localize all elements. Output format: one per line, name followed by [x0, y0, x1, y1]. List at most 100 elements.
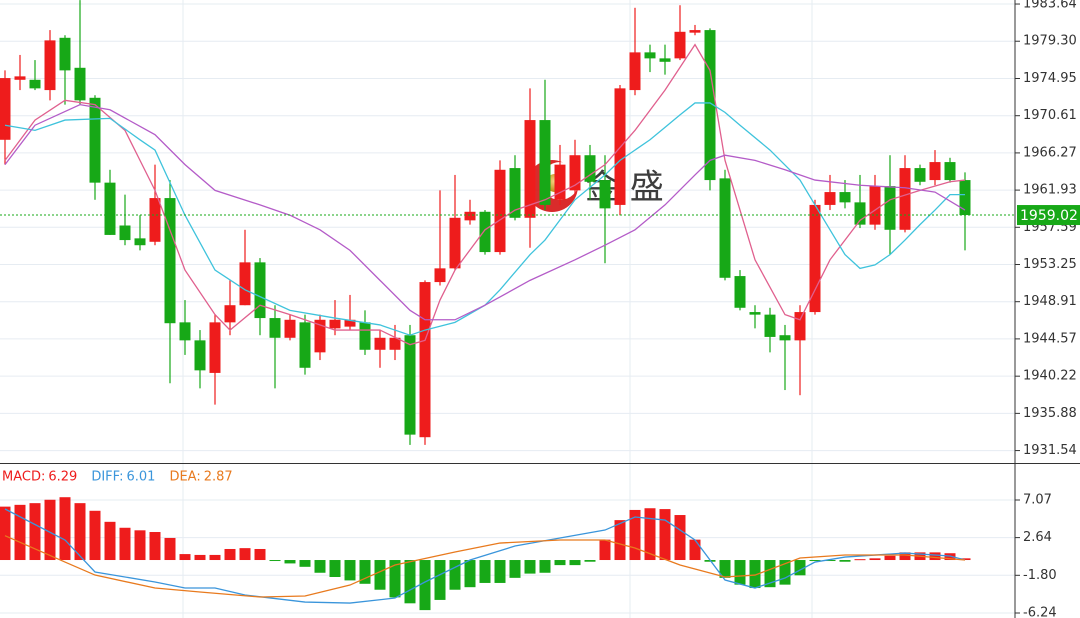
candle-body — [389, 337, 401, 350]
macd-bar — [209, 554, 221, 561]
y-tick-label: 2.64 — [1023, 530, 1052, 545]
macd-bar — [929, 552, 941, 561]
macd-bar — [419, 560, 431, 611]
macd-bar — [494, 560, 506, 583]
macd-bar — [644, 508, 656, 561]
macd-bar — [314, 560, 326, 573]
macd-bar — [464, 560, 476, 588]
candle-body — [839, 192, 851, 203]
macd-bar — [44, 499, 56, 561]
y-tick-label: 7.07 — [1023, 493, 1052, 508]
macd-bar — [179, 554, 191, 561]
candle-body — [14, 76, 26, 80]
candle-body — [179, 322, 191, 341]
y-tick-label: 1931.54 — [1023, 443, 1077, 458]
grid — [0, 3, 1015, 614]
candle-body — [134, 238, 146, 246]
macd-bar — [764, 560, 776, 588]
macd-bar — [374, 560, 386, 590]
candle-body — [194, 340, 206, 371]
candle-body — [239, 262, 251, 306]
indicator-value: 6.29 — [48, 470, 77, 485]
candle-body — [944, 162, 956, 181]
macd-bar — [734, 560, 746, 585]
macd-bar — [569, 560, 581, 566]
candle-body — [629, 52, 641, 91]
candle-body — [299, 322, 311, 368]
candle-body — [314, 319, 326, 353]
macd-bar — [29, 503, 41, 561]
macd-bar — [899, 552, 911, 561]
macd-bar — [599, 539, 611, 561]
macd-bar — [809, 560, 821, 562]
macd-bar — [119, 527, 131, 561]
macd-bar — [254, 548, 266, 561]
candle-body — [464, 211, 476, 221]
y-tick-label: 1948.91 — [1023, 294, 1077, 309]
candle-body — [644, 52, 656, 59]
candle-body — [449, 217, 461, 269]
candle-body — [359, 322, 371, 350]
macd-bar — [479, 560, 491, 583]
last-price-box — [1017, 205, 1080, 226]
candle-body — [59, 37, 71, 71]
macd-bar — [449, 560, 461, 590]
y-tick-label: 1983.64 — [1023, 0, 1077, 12]
y-tick-label: 1970.61 — [1023, 108, 1077, 123]
macd-line — [4, 508, 966, 604]
macd-bar — [404, 560, 416, 604]
price-panel — [0, 0, 1015, 445]
candle-body — [914, 168, 926, 182]
macd-bar — [389, 560, 401, 598]
indicator-value: 6.01 — [126, 470, 155, 485]
macd-bar — [299, 560, 311, 567]
indicator-name: MACD: — [2, 470, 45, 485]
macd-bar — [824, 560, 836, 562]
candle-body — [344, 319, 356, 327]
macd-bar — [674, 515, 686, 561]
y-tick-label: -1.80 — [1023, 568, 1057, 583]
candle-body — [374, 337, 386, 350]
macd-bar — [239, 548, 251, 561]
y-tick-label: 1961.93 — [1023, 183, 1077, 198]
macd-bar — [554, 560, 566, 566]
macd-bar — [89, 510, 101, 561]
y-tick-label: 1974.95 — [1023, 71, 1077, 86]
candle-body — [524, 120, 536, 218]
candle-body — [554, 164, 566, 200]
indicator-name: DEA: — [169, 470, 200, 485]
moving-average — [4, 103, 966, 321]
candle-body — [434, 268, 446, 283]
candle-body — [149, 198, 161, 242]
macd-bar — [0, 506, 11, 561]
candle-body — [284, 319, 296, 338]
day-separators — [182, 0, 813, 618]
candle-body — [764, 314, 776, 337]
macd-bar — [614, 520, 626, 561]
y-tick-label: 1944.57 — [1023, 331, 1077, 346]
candle-body — [599, 180, 611, 209]
candle-body — [869, 186, 881, 225]
macd-bar — [539, 560, 551, 573]
candle-body — [794, 312, 806, 341]
candle-body — [884, 186, 896, 230]
candle-body — [44, 40, 56, 91]
macd-bar — [284, 560, 296, 564]
y-tick-label: 1979.30 — [1023, 34, 1077, 49]
macd-header: MACD: 6.29 DIFF: 6.01 DEA: 2.87 — [2, 470, 233, 485]
candle-body — [479, 211, 491, 253]
macd-bar — [224, 548, 236, 561]
candle-body — [164, 198, 176, 324]
macd-bar — [329, 560, 341, 578]
macd-bar — [434, 560, 446, 600]
macd-bar — [584, 560, 596, 562]
candle-body — [254, 262, 266, 319]
macd-bar — [104, 521, 116, 561]
axis: 1983.64 1979.30 1974.95 1970.61 1966.27 1961.… — [1015, 0, 1080, 618]
candle-body — [104, 182, 116, 235]
candle-body — [419, 282, 431, 438]
macd-panel — [0, 497, 971, 611]
macd-bar — [359, 560, 371, 584]
macd-bar — [194, 554, 206, 561]
moving-average — [4, 102, 965, 336]
